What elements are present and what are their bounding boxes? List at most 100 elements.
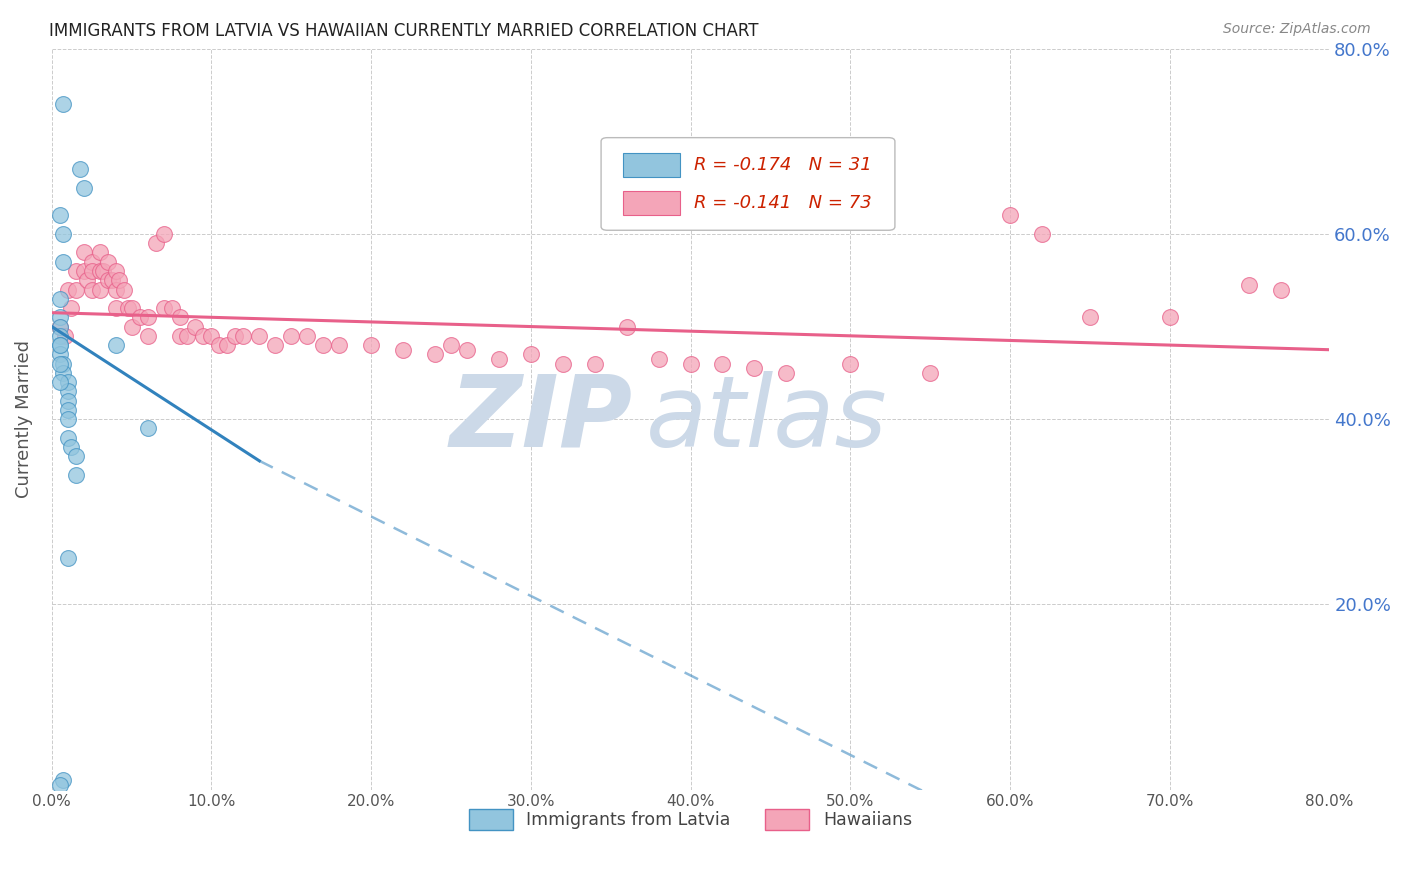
Point bbox=[112, 283, 135, 297]
Point bbox=[456, 343, 478, 357]
Point bbox=[48, 375, 70, 389]
Point bbox=[208, 338, 231, 352]
Point bbox=[56, 384, 79, 399]
Point bbox=[176, 328, 198, 343]
Point bbox=[104, 301, 127, 315]
Point bbox=[1270, 283, 1292, 297]
Point bbox=[217, 338, 239, 352]
Point bbox=[59, 440, 82, 454]
Point bbox=[224, 328, 246, 343]
Point bbox=[839, 357, 862, 371]
Point bbox=[360, 338, 382, 352]
Legend: Immigrants from Latvia, Hawaiians: Immigrants from Latvia, Hawaiians bbox=[463, 803, 920, 837]
FancyBboxPatch shape bbox=[602, 137, 894, 230]
Point bbox=[711, 357, 734, 371]
Point bbox=[184, 319, 207, 334]
Point bbox=[48, 328, 70, 343]
Point bbox=[297, 328, 319, 343]
Point bbox=[328, 338, 350, 352]
Point bbox=[616, 319, 638, 334]
Point bbox=[65, 467, 87, 482]
Point bbox=[121, 319, 143, 334]
Point bbox=[440, 338, 463, 352]
Point bbox=[48, 347, 70, 361]
Point bbox=[1078, 310, 1101, 325]
Point bbox=[52, 227, 75, 241]
Point bbox=[101, 273, 124, 287]
Point bbox=[80, 283, 103, 297]
Point bbox=[80, 264, 103, 278]
Point bbox=[117, 301, 139, 315]
Point bbox=[200, 328, 222, 343]
Point bbox=[583, 357, 606, 371]
Point bbox=[312, 338, 335, 352]
Point bbox=[56, 551, 79, 566]
Point bbox=[423, 347, 446, 361]
Point bbox=[65, 449, 87, 463]
Point bbox=[65, 264, 87, 278]
Point bbox=[52, 357, 75, 371]
Point bbox=[152, 227, 174, 241]
Point bbox=[136, 310, 159, 325]
Text: Source: ZipAtlas.com: Source: ZipAtlas.com bbox=[1223, 22, 1371, 37]
Bar bbox=[623, 153, 681, 178]
Point bbox=[48, 319, 70, 334]
Point bbox=[48, 357, 70, 371]
Point bbox=[56, 403, 79, 417]
Point bbox=[998, 209, 1021, 223]
Point bbox=[392, 343, 415, 357]
Point bbox=[104, 338, 127, 352]
Point bbox=[1159, 310, 1181, 325]
Point bbox=[104, 283, 127, 297]
Point bbox=[775, 366, 797, 380]
Point bbox=[1239, 277, 1261, 292]
Point bbox=[744, 361, 766, 376]
Point bbox=[48, 778, 70, 792]
Text: IMMIGRANTS FROM LATVIA VS HAWAIIAN CURRENTLY MARRIED CORRELATION CHART: IMMIGRANTS FROM LATVIA VS HAWAIIAN CURRE… bbox=[49, 22, 759, 40]
Point bbox=[280, 328, 302, 343]
Point bbox=[59, 301, 82, 315]
Point bbox=[551, 357, 574, 371]
Point bbox=[520, 347, 543, 361]
Text: R = -0.141   N = 73: R = -0.141 N = 73 bbox=[695, 194, 872, 211]
Point bbox=[56, 375, 79, 389]
Point bbox=[52, 97, 75, 112]
Point bbox=[108, 273, 131, 287]
Bar bbox=[623, 191, 681, 215]
Point bbox=[679, 357, 702, 371]
Point bbox=[56, 393, 79, 408]
Text: R = -0.174   N = 31: R = -0.174 N = 31 bbox=[695, 156, 872, 174]
Point bbox=[264, 338, 287, 352]
Point bbox=[48, 292, 70, 306]
Point bbox=[918, 366, 941, 380]
Point bbox=[247, 328, 270, 343]
Point bbox=[136, 328, 159, 343]
Point bbox=[647, 351, 669, 366]
Point bbox=[76, 273, 98, 287]
Point bbox=[193, 328, 215, 343]
Point bbox=[73, 180, 96, 194]
Point bbox=[56, 412, 79, 426]
Point bbox=[73, 245, 96, 260]
Point bbox=[136, 421, 159, 435]
Point bbox=[73, 264, 96, 278]
Point bbox=[48, 338, 70, 352]
Point bbox=[52, 773, 75, 788]
Point bbox=[160, 301, 183, 315]
Point bbox=[152, 301, 174, 315]
Point bbox=[169, 310, 191, 325]
Point bbox=[145, 236, 167, 251]
Point bbox=[104, 264, 127, 278]
Point bbox=[48, 209, 70, 223]
Point bbox=[232, 328, 254, 343]
Point bbox=[121, 301, 143, 315]
Point bbox=[169, 328, 191, 343]
Point bbox=[56, 431, 79, 445]
Point bbox=[89, 264, 111, 278]
Point bbox=[89, 245, 111, 260]
Text: ZIP: ZIP bbox=[450, 371, 633, 467]
Point bbox=[56, 283, 79, 297]
Y-axis label: Currently Married: Currently Married bbox=[15, 340, 32, 498]
Point bbox=[65, 283, 87, 297]
Point bbox=[52, 366, 75, 380]
